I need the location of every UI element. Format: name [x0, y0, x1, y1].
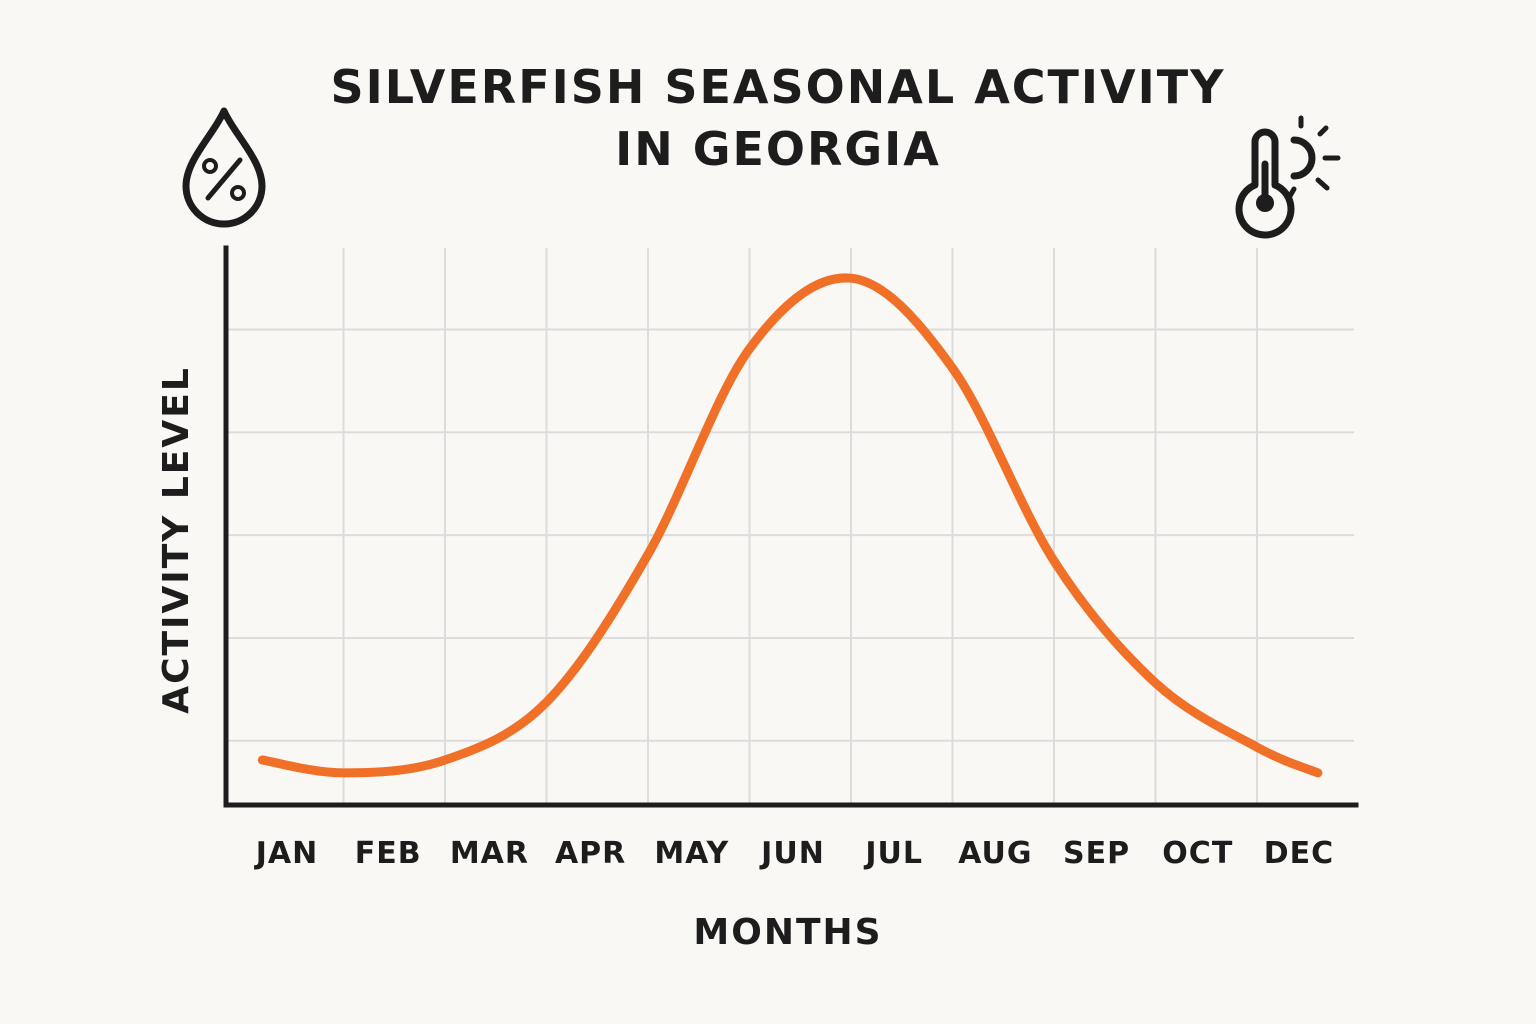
- x-tick-label: SEP: [1063, 836, 1130, 871]
- x-tick-label: JUL: [863, 836, 923, 871]
- x-tick-label: DEC: [1264, 836, 1334, 871]
- x-tick-label: JUN: [759, 836, 825, 871]
- series: [257, 273, 1323, 778]
- humidity-percent-drop-icon: [182, 107, 266, 228]
- chart-title: SILVERFISH SEASONAL ACTIVITY IN GEORGIA: [268, 56, 1288, 180]
- x-tick-label: JAN: [254, 836, 319, 871]
- x-tick-label: FEB: [355, 836, 422, 871]
- y-axis-label: ACTIVITY LEVEL: [156, 366, 197, 714]
- thermometer-sun-icon: [1235, 115, 1341, 239]
- grid: [226, 248, 1354, 805]
- x-tick-label: MAR: [450, 836, 529, 871]
- x-axis-label: MONTHS: [693, 912, 882, 953]
- x-tick-label: MAY: [654, 836, 729, 871]
- chart-title-line-1: SILVERFISH SEASONAL ACTIVITY: [330, 60, 1226, 114]
- axes: [223, 245, 1359, 808]
- x-tick-label: AUG: [958, 836, 1032, 871]
- activity-line: [257, 273, 1323, 778]
- x-tick-label: APR: [555, 836, 626, 871]
- x-tick-label: OCT: [1162, 836, 1233, 871]
- chart-title-line-2: IN GEORGIA: [615, 122, 941, 176]
- x-tick-labels: JAN FEB MAR APR MAY JUN JUL AUG SEP OCT DEC: [254, 836, 1334, 871]
